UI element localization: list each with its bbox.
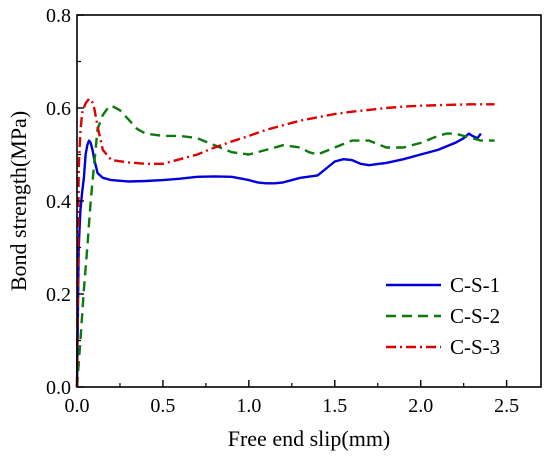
x-tick-label: 0.0 [65, 395, 90, 417]
x-tick-label: 1.0 [236, 395, 261, 417]
legend-label-c-s-2: C-S-2 [450, 304, 500, 328]
y-tick-label: 0.2 [46, 284, 71, 306]
series-line-c-s-1 [75, 132, 482, 388]
x-tick-label: 2.0 [408, 395, 433, 417]
legend-label-c-s-3: C-S-3 [450, 335, 500, 359]
plot-area [75, 97, 495, 388]
x-tick-label: 1.5 [322, 395, 347, 417]
x-axis-label: Free end slip(mm) [228, 426, 391, 451]
y-axis-label: Bond strength(MPa) [6, 111, 31, 291]
plot-frame [76, 14, 542, 388]
x-tick-label: 0.5 [150, 395, 175, 417]
series-line-c-s-2 [75, 104, 495, 388]
legend-label-c-s-1: C-S-1 [450, 273, 500, 297]
y-tick-label: 0.4 [46, 191, 71, 213]
y-tick-label: 0.6 [46, 98, 71, 120]
y-tick-label: 0.0 [46, 377, 71, 399]
axes: 0.0 0.5 1.0 1.5 2.0 2.5 0.0 0.2 0.4 0.6 0.8 Free en… [6, 5, 542, 451]
x-tick-label: 2.5 [494, 395, 519, 417]
series-line-c-s-3 [75, 97, 495, 388]
legend: C-S-1 C-S-2 C-S-3 [386, 273, 500, 359]
y-tick-label: 0.8 [46, 5, 71, 27]
